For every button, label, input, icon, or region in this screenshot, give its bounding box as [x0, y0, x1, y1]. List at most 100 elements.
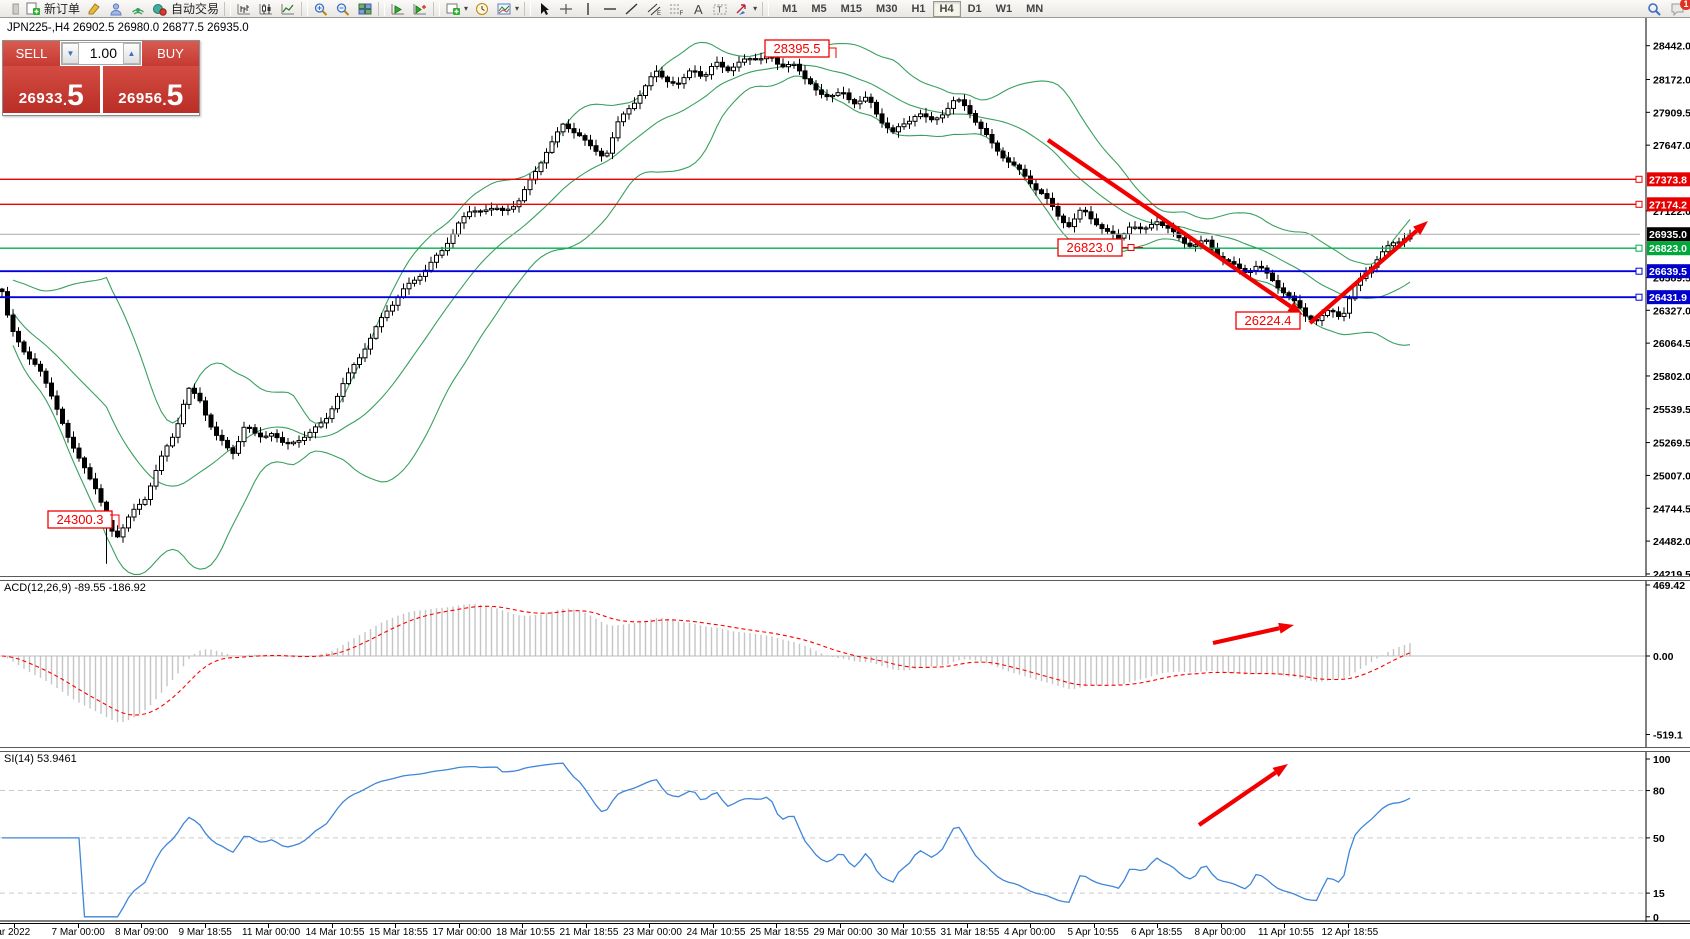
time-tick: [585, 924, 587, 928]
zoom-out-icon[interactable]: [332, 1, 354, 16]
timeframe-m5[interactable]: M5: [811, 2, 827, 15]
timeframe-mn[interactable]: MN: [1026, 2, 1044, 15]
label-icon[interactable]: T: [709, 1, 731, 16]
chart-shift-icon[interactable]: [409, 1, 431, 16]
volume-increase-button[interactable]: ▲: [123, 43, 140, 64]
time-tick: [776, 924, 777, 928]
text-icon[interactable]: A: [687, 1, 709, 16]
channel-icon[interactable]: E: [643, 1, 665, 16]
svg-text:26064.5: 26064.5: [1653, 338, 1690, 350]
styles-icon[interactable]: [83, 1, 105, 16]
macd-histogram: [6, 604, 1411, 723]
time-label: 31 Mar 18:55: [940, 927, 1000, 938]
timeframe-m30[interactable]: M30: [876, 2, 898, 15]
sell-price[interactable]: 26933. 5: [3, 66, 100, 113]
price-flag: 27373.8: [1647, 172, 1690, 187]
buy-price[interactable]: 26956. 5: [102, 66, 199, 113]
svg-text:27174.2: 27174.2: [1649, 199, 1687, 211]
svg-text:27647.0: 27647.0: [1653, 140, 1690, 152]
new-chart-dropdown[interactable]: ▾: [442, 1, 471, 16]
toolbar-separator: [378, 1, 386, 16]
toolbar-items: 新订单 自动交易 ▾ ▾ E F A T ▾ M1 M5 M15 M30 H1 H4 D1 W1 MN: [0, 0, 1050, 17]
price-annotation[interactable]: 28395.5: [764, 39, 830, 58]
macd-panel[interactable]: 469.42 0.00 -519.1: [0, 579, 1690, 747]
timeframe-w1[interactable]: W1: [995, 2, 1013, 15]
trend-arrow[interactable]: [1046, 138, 1303, 315]
profile-icon[interactable]: [105, 1, 127, 16]
trend-arrow[interactable]: [1308, 221, 1428, 325]
timeframe-h4[interactable]: H4: [932, 0, 961, 17]
trend-arrow[interactable]: [1197, 764, 1288, 827]
price-annotation[interactable]: 26224.4: [1235, 311, 1301, 330]
time-tick: [1030, 924, 1031, 928]
tile-windows-icon[interactable]: [354, 1, 376, 16]
volume-decrease-button[interactable]: ▼: [62, 43, 79, 64]
svg-text:26823.0: 26823.0: [1649, 243, 1687, 255]
svg-text:24219.5: 24219.5: [1653, 569, 1690, 576]
time-tick: [141, 924, 142, 928]
macd-label: ACD(12,26,9) -89.55 -186.92: [4, 582, 146, 594]
svg-text:26224.4: 26224.4: [1245, 313, 1292, 328]
profiles-dropdown[interactable]: ▾: [493, 1, 522, 16]
fibonacci-icon[interactable]: F: [665, 1, 687, 16]
price-chart-panel[interactable]: 28442.028172.027909.527647.027122.026589…: [0, 18, 1690, 576]
toolbar-separator: [762, 1, 770, 16]
timeframe-d1[interactable]: D1: [967, 2, 982, 15]
time-label: 7 Mar 00:00: [51, 927, 105, 938]
time-label: 9 Mar 18:55: [178, 927, 232, 938]
time-tick: [14, 924, 15, 928]
horizontal-line-objects[interactable]: [0, 175, 1643, 301]
auto-scroll-icon[interactable]: [387, 1, 409, 16]
buy-button[interactable]: BUY: [142, 41, 199, 66]
chart-window[interactable]: JPN225-,H4 26902.5 26980.0 26877.5 26935…: [0, 18, 1690, 939]
time-label: 30 Mar 10:55: [877, 927, 936, 938]
svg-text:A: A: [694, 2, 703, 16]
price-flag: 27174.2: [1647, 197, 1690, 212]
zoom-in-icon[interactable]: [310, 1, 332, 16]
toolbar: 新订单 自动交易 ▾ ▾ E F A T ▾ M1 M5 M15 M30 H1 H4 D1 W1 MN 1: [0, 0, 1690, 18]
time-axis[interactable]: Mar 2022 7 Mar 00:00 8 Mar 09:00 9 Mar 18:5…: [0, 923, 1690, 939]
sell-button[interactable]: SELL: [3, 41, 60, 66]
autotrading-button[interactable]: 自动交易: [149, 1, 222, 16]
crosshair-icon[interactable]: [555, 1, 577, 16]
svg-text:24300.3: 24300.3: [57, 512, 104, 527]
arrows-dropdown[interactable]: ▾: [731, 1, 760, 16]
hline-icon[interactable]: [599, 1, 621, 16]
time-label: 14 Mar 10:55: [305, 927, 365, 938]
time-label: 8 Mar 09:00: [115, 927, 169, 938]
timeframe-m15[interactable]: M15: [840, 2, 863, 15]
time-tick: [1093, 924, 1095, 928]
svg-text:0: 0: [1653, 912, 1659, 922]
trend-arrow[interactable]: [1212, 622, 1294, 646]
bar-chart-icon[interactable]: [233, 1, 255, 16]
time-label: 29 Mar 00:00: [813, 927, 873, 938]
cursor-icon[interactable]: [533, 1, 555, 16]
bollinger-bands: [12, 41, 1411, 575]
vline-icon[interactable]: [577, 1, 599, 16]
time-tick: [458, 924, 460, 928]
window-separator[interactable]: [0, 747, 1690, 752]
price-flag: 26935.0: [1647, 227, 1690, 242]
search-icon[interactable]: [1646, 2, 1662, 16]
svg-text:469.42: 469.42: [1653, 580, 1685, 592]
trendline-icon[interactable]: [621, 1, 643, 16]
price-annotation[interactable]: 24300.3: [47, 510, 113, 529]
svg-text:25539.5: 25539.5: [1653, 404, 1690, 416]
timeframe-h1[interactable]: H1: [911, 2, 926, 15]
line-chart-icon[interactable]: [277, 1, 299, 16]
notifications-icon[interactable]: 1: [1670, 0, 1690, 16]
rsi-panel[interactable]: 100 80 50 15 0: [0, 750, 1690, 922]
volume-value[interactable]: 1.00: [89, 45, 117, 61]
signal-icon[interactable]: [127, 1, 149, 16]
time-label: 6 Apr 18:55: [1131, 927, 1183, 938]
window-separator[interactable]: [0, 576, 1690, 581]
time-label: 15 Mar 18:55: [369, 927, 428, 938]
candle-chart-icon[interactable]: [255, 1, 277, 16]
price-annotation[interactable]: 26823.0: [1057, 238, 1123, 257]
period-dropdown[interactable]: [471, 1, 493, 16]
timeframe-m1[interactable]: M1: [782, 2, 798, 15]
time-tick: [1347, 924, 1349, 928]
new-order-button[interactable]: 新订单: [22, 1, 83, 16]
rsi-axis: 100 80 50 15 0: [0, 750, 1690, 922]
volume-stepper: ▼ 1.00 ▲: [61, 42, 141, 65]
